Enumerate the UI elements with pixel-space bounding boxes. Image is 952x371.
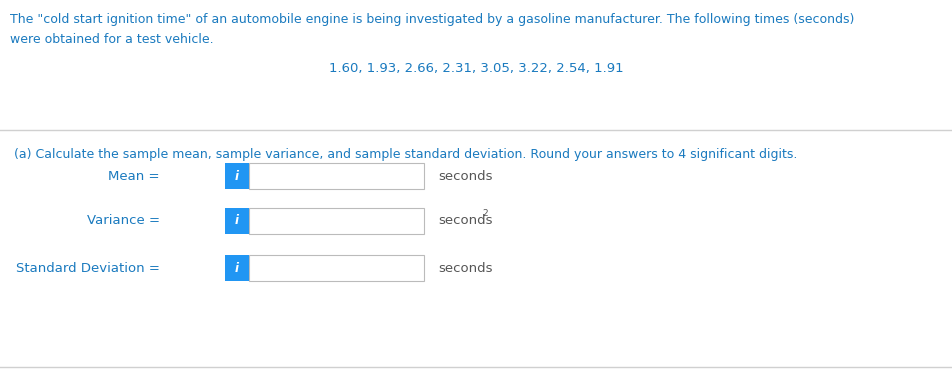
FancyBboxPatch shape <box>249 208 424 234</box>
FancyBboxPatch shape <box>249 163 424 189</box>
Text: 2: 2 <box>482 210 487 219</box>
Text: seconds: seconds <box>438 262 492 275</box>
Text: Standard Deviation =: Standard Deviation = <box>16 262 160 275</box>
Text: i: i <box>235 214 239 227</box>
Text: Mean =: Mean = <box>109 170 160 183</box>
FancyBboxPatch shape <box>225 255 249 281</box>
Text: i: i <box>235 262 239 275</box>
Text: 1.60, 1.93, 2.66, 2.31, 3.05, 3.22, 2.54, 1.91: 1.60, 1.93, 2.66, 2.31, 3.05, 3.22, 2.54… <box>328 62 624 75</box>
FancyBboxPatch shape <box>249 255 424 281</box>
Text: (a) Calculate the sample mean, sample variance, and sample standard deviation. R: (a) Calculate the sample mean, sample va… <box>14 148 798 161</box>
FancyBboxPatch shape <box>225 208 249 234</box>
Text: seconds: seconds <box>438 214 492 227</box>
Text: The "cold start ignition time" of an automobile engine is being investigated by : The "cold start ignition time" of an aut… <box>10 13 854 26</box>
Text: were obtained for a test vehicle.: were obtained for a test vehicle. <box>10 33 213 46</box>
FancyBboxPatch shape <box>225 163 249 189</box>
Text: seconds: seconds <box>438 170 492 183</box>
Text: Variance =: Variance = <box>87 214 160 227</box>
Text: i: i <box>235 170 239 183</box>
